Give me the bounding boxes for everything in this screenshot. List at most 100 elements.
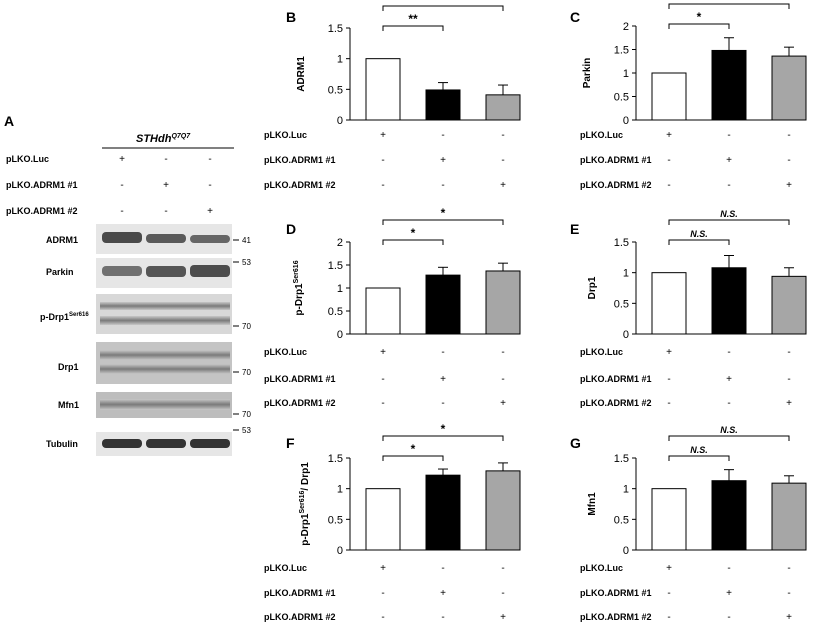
y-tick-label: 0.5 <box>328 84 343 96</box>
blot-sign: + <box>207 206 213 217</box>
bar <box>711 267 747 335</box>
blot-sign: + <box>163 180 169 191</box>
condition-sign: - <box>381 612 384 623</box>
condition-sign: - <box>727 180 730 191</box>
condition-sign: + <box>666 347 672 358</box>
significance-bracket <box>382 219 504 225</box>
condition-sign: + <box>500 398 506 409</box>
condition-label: pLKO.ADRM1 #2 <box>580 398 652 408</box>
condition-label: pLKO.ADRM1 #2 <box>264 612 336 622</box>
condition-sign: - <box>787 588 790 599</box>
condition-sign: - <box>667 398 670 409</box>
condition-label: pLKO.ADRM1 #1 <box>580 155 652 165</box>
condition-sign: + <box>786 398 792 409</box>
condition-label: pLKO.Luc <box>580 130 623 140</box>
condition-sign: - <box>441 180 444 191</box>
blot-band <box>102 232 142 243</box>
bar <box>711 49 747 121</box>
blot-condition-label: pLKO.Luc <box>6 154 49 164</box>
significance-bracket <box>668 435 790 441</box>
condition-sign: - <box>381 588 384 599</box>
blot-strip-parkin: 53 Parkin <box>46 258 251 288</box>
significance-label: N.S. <box>720 425 738 435</box>
condition-sign: - <box>727 398 730 409</box>
chart-panel-c: C 0 0.5 1 1.5 2 Parkin * * pLKO.Luc + - - pLKO.ADRM1 … <box>570 0 807 191</box>
y-tick-label: 0 <box>337 329 343 341</box>
y-tick-label: 1.5 <box>328 23 343 35</box>
panel-letter: B <box>286 9 296 25</box>
y-tick-label: 1.5 <box>614 453 629 465</box>
y-tick-label: 1 <box>623 484 629 496</box>
condition-sign: + <box>726 374 732 385</box>
condition-sign: + <box>500 180 506 191</box>
blot-band <box>100 399 230 410</box>
significance-bracket <box>668 455 730 461</box>
bar <box>485 470 521 551</box>
y-tick-label: 0 <box>337 115 343 127</box>
condition-label: pLKO.Luc <box>580 347 623 357</box>
bar <box>651 272 687 335</box>
y-tick-label: 1 <box>337 283 343 295</box>
blot-sign: - <box>208 180 211 191</box>
condition-sign: - <box>441 612 444 623</box>
condition-sign: - <box>441 347 444 358</box>
condition-label: pLKO.ADRM1 #2 <box>264 398 336 408</box>
blot-band-label: Tubulin <box>46 439 78 449</box>
condition-sign: + <box>786 612 792 623</box>
condition-sign: - <box>727 347 730 358</box>
blot-condition-label: pLKO.ADRM1 #1 <box>6 180 78 190</box>
condition-sign: - <box>727 130 730 141</box>
condition-label: pLKO.ADRM1 #2 <box>580 180 652 190</box>
condition-sign: - <box>501 563 504 574</box>
mw-label: 53 <box>242 258 251 267</box>
blot-band <box>146 266 186 277</box>
significance-label: * <box>441 206 446 220</box>
condition-sign: - <box>381 180 384 191</box>
significance-label: ** <box>438 0 448 6</box>
condition-sign: + <box>666 130 672 141</box>
y-tick-label: 0 <box>337 545 343 557</box>
blot-band <box>100 364 230 374</box>
bar <box>365 488 401 551</box>
significance-bracket <box>668 23 730 29</box>
y-axis-label: p-Drp1Ser616 <box>293 260 305 315</box>
significance-bracket <box>382 25 444 31</box>
blot-band <box>102 266 142 276</box>
mw-label: 70 <box>242 410 251 419</box>
blot-strip-pdrp1: p-Drp1Ser616 70 <box>40 294 251 334</box>
condition-sign: - <box>501 374 504 385</box>
condition-sign: - <box>787 563 790 574</box>
blot-sign: + <box>119 154 125 165</box>
chart-panel-d: D 0 0.5 1 1.5 2 p-Drp1Ser616 * * pLKO.Luc + - - pLKO.… <box>264 206 521 409</box>
condition-sign: - <box>787 130 790 141</box>
y-axis-label: Drp1 <box>587 276 598 299</box>
blot-band-label: Drp1 <box>58 362 79 372</box>
y-tick-label: 0.5 <box>614 92 629 104</box>
bar <box>365 287 401 335</box>
bar <box>651 72 687 121</box>
significance-label: N.S. <box>690 229 708 239</box>
significance-bracket <box>382 455 444 461</box>
condition-sign: + <box>726 155 732 166</box>
condition-label: pLKO.Luc <box>264 563 307 573</box>
y-tick-label: 1 <box>337 54 343 66</box>
significance-bracket <box>382 5 504 11</box>
bar <box>651 488 687 551</box>
condition-sign: + <box>380 347 386 358</box>
condition-sign: - <box>667 155 670 166</box>
chart-panel-f: F 0 0.5 1 1.5 p-Drp1Ser616/ Drp1 * * pLKO.Luc + - -… <box>264 422 521 623</box>
blot-panel: A STHdhQ7Q7 pLKO.Luc + - - pLKO.ADRM1 #1… <box>4 113 251 456</box>
mw-label: 70 <box>242 368 251 377</box>
condition-sign: + <box>380 563 386 574</box>
condition-label: pLKO.ADRM1 #1 <box>580 588 652 598</box>
panel-letter-a: A <box>4 113 14 129</box>
condition-label: pLKO.ADRM1 #1 <box>264 588 336 598</box>
blot-band <box>146 234 186 243</box>
chart-panel-e: E 0 0.5 1 1.5 Drp1 N.S. N.S. pLKO.Luc + - - pLKO.ADR… <box>570 209 807 409</box>
bar <box>425 89 461 121</box>
condition-sign: - <box>501 588 504 599</box>
panel-letter: C <box>570 9 580 25</box>
condition-sign: - <box>501 347 504 358</box>
y-axis-label: p-Drp1Ser616/ Drp1 <box>299 462 311 546</box>
condition-sign: + <box>500 612 506 623</box>
